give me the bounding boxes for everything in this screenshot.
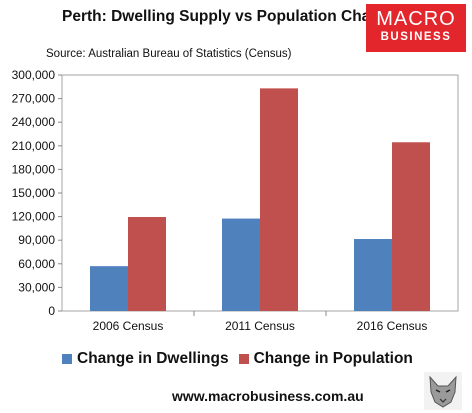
y-tick-label: 270,000: [12, 92, 56, 106]
y-tick-label: 150,000: [12, 186, 56, 200]
y-tick-label: 240,000: [12, 115, 56, 129]
x-category-label: 2011 Census: [225, 319, 295, 333]
chart-title: Perth: Dwelling Supply vs Population Cha…: [62, 8, 398, 25]
y-tick-label: 300,000: [12, 68, 56, 82]
legend-item-dwellings: Change in Dwellings: [62, 350, 229, 368]
y-tick-label: 0: [48, 304, 55, 318]
bar-population: [128, 216, 166, 311]
bar-dwellings: [354, 239, 392, 311]
legend-item-population: Change in Population: [238, 350, 413, 368]
legend-label-population: Change in Population: [253, 350, 413, 367]
y-tick-label: 30,000: [18, 280, 55, 294]
x-category-label: 2006 Census: [93, 319, 164, 333]
bar-population: [260, 88, 298, 311]
chart-source: Source: Australian Bureau of Statistics …: [46, 48, 292, 60]
bar-population: [392, 142, 430, 311]
y-tick-label: 180,000: [12, 162, 56, 176]
y-tick-label: 60,000: [18, 257, 55, 271]
legend-swatch-population: [238, 354, 249, 364]
legend-swatch-dwellings: [62, 354, 72, 364]
chart-legend: Change in Dwellings Change in Population: [62, 350, 423, 368]
y-tick-label: 120,000: [12, 210, 56, 224]
bar-dwellings: [90, 266, 128, 311]
macrobusiness-logo: MACRO BUSINESS: [366, 4, 466, 52]
logo-line-2: BUSINESS: [380, 31, 452, 43]
wolf-mascot-icon: [424, 372, 462, 410]
x-category-label: 2016 Census: [357, 319, 428, 333]
bar-chart: 0 30,000 60,000 90,000 120,000 150,000 180,000…: [12, 68, 459, 333]
logo-line-1: MACRO: [376, 8, 456, 30]
y-tick-label: 210,000: [12, 139, 56, 153]
website-footer: www.macrobusiness.com.au: [172, 388, 364, 404]
bar-dwellings: [222, 218, 260, 311]
y-tick-label: 90,000: [18, 233, 55, 247]
legend-label-dwellings: Change in Dwellings: [77, 350, 229, 367]
